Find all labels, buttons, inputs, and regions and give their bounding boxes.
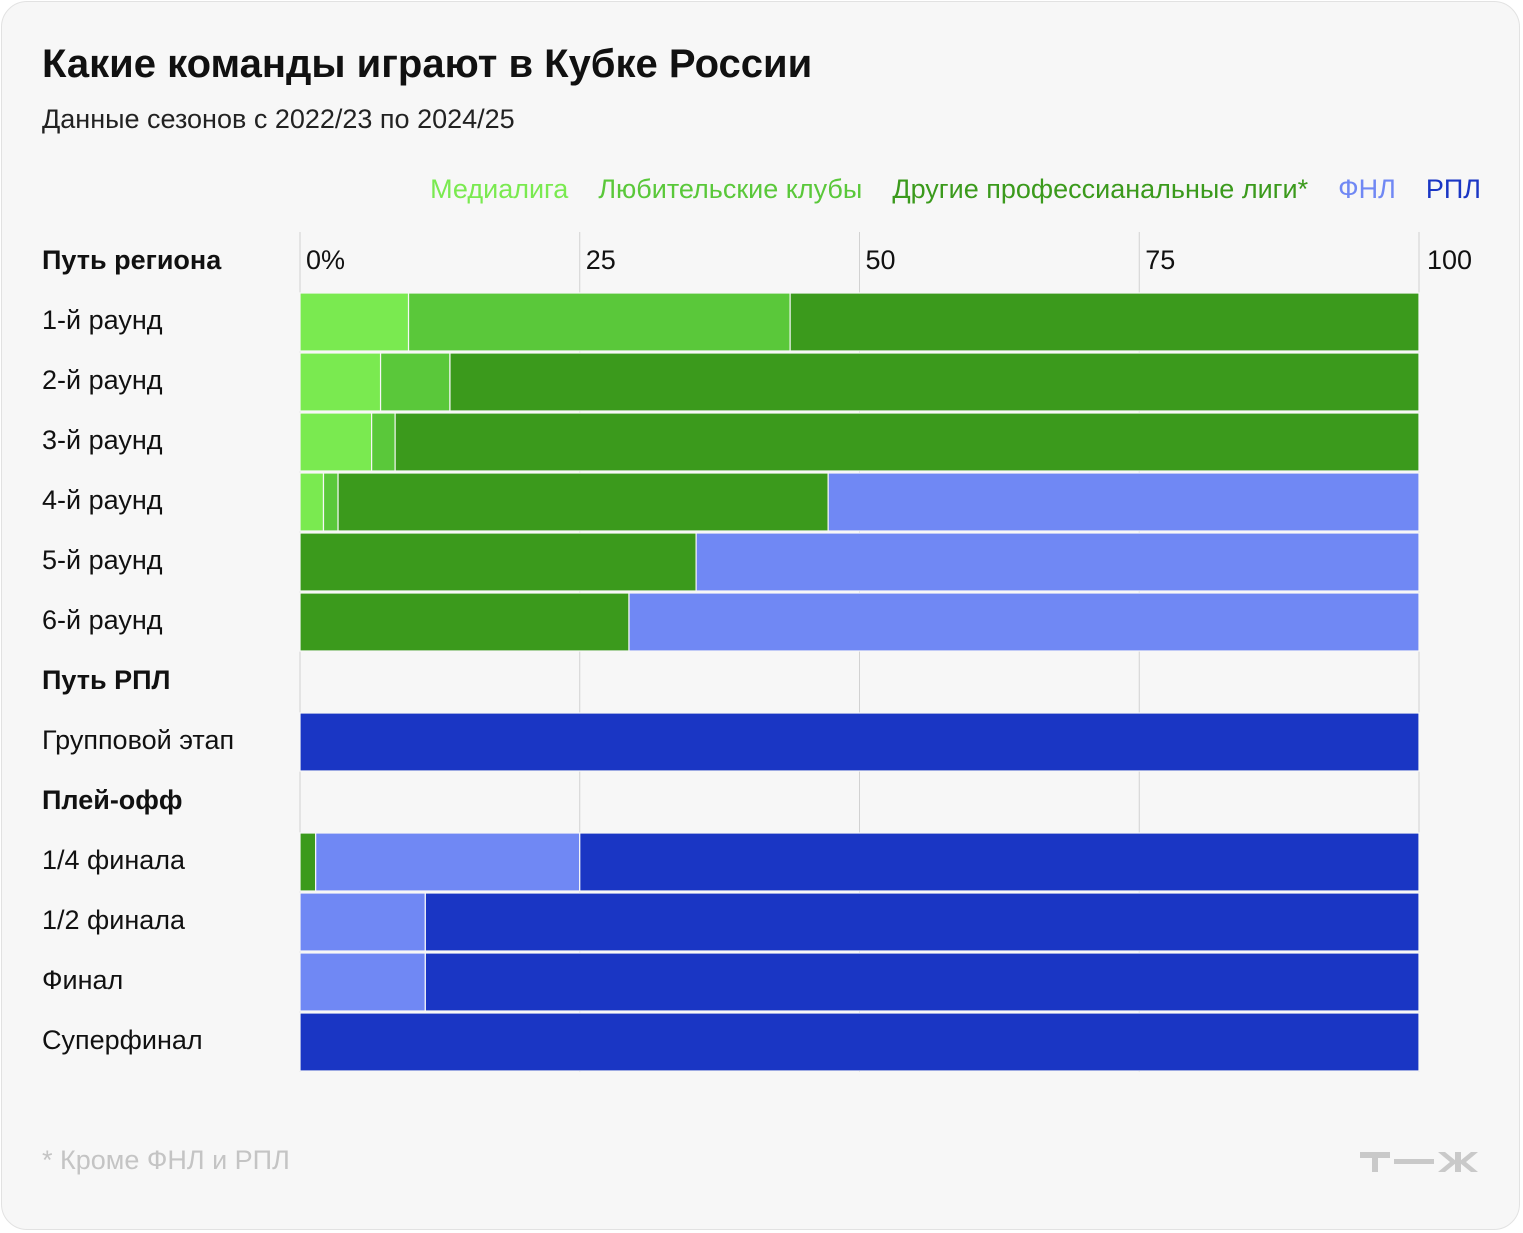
bar-segment-0-0-2 xyxy=(789,292,1420,352)
row-label: 6-й раунд xyxy=(42,605,163,635)
tick-label-0: 0% xyxy=(306,245,345,275)
group-label-1: Путь РПЛ xyxy=(42,665,170,695)
bar-segment-2-1-4 xyxy=(424,892,1420,952)
bar-segment-2-2-3 xyxy=(299,952,426,1012)
row-label: 2-й раунд xyxy=(42,365,163,395)
brand-logo xyxy=(1360,1150,1482,1179)
bar-segment-0-3-3 xyxy=(827,472,1420,532)
bar-segment-0-4-3 xyxy=(695,532,1420,592)
row-label: 3-й раунд xyxy=(42,425,163,455)
row-label: 5-й раунд xyxy=(42,545,163,575)
logo-mark xyxy=(1360,1152,1478,1172)
bar-segment-0-0-1 xyxy=(407,292,791,352)
bar-segment-2-1-3 xyxy=(299,892,426,952)
tick-label-1: 25 xyxy=(586,245,616,275)
bar-segment-2-0-4 xyxy=(579,832,1420,892)
legend-item-4: РПЛ xyxy=(1425,174,1481,204)
row-label: Финал xyxy=(42,965,123,995)
bar-segment-0-5-2 xyxy=(299,592,630,652)
bar-segment-0-2-2 xyxy=(394,412,1420,472)
legend-item-3: ФНЛ xyxy=(1338,174,1396,204)
footnote: * Кроме ФНЛ и РПЛ xyxy=(42,1145,290,1175)
chart-subtitle: Данные сезонов с 2022/23 по 2024/25 xyxy=(42,104,515,134)
bar-segment-2-3-4 xyxy=(299,1012,1420,1072)
group-label-2: Плей-офф xyxy=(42,785,183,815)
group-label-0: Путь региона xyxy=(42,245,222,275)
bar-segment-0-3-1 xyxy=(322,472,339,532)
bar-segment-0-2-1 xyxy=(371,412,396,472)
bar-segment-0-3-2 xyxy=(337,472,829,532)
row-label: Суперфинал xyxy=(42,1025,203,1055)
bar-segment-2-2-4 xyxy=(424,952,1420,1012)
bar-segment-1-0-4 xyxy=(299,712,1420,772)
bar-segment-0-2-0 xyxy=(299,412,373,472)
bar-segment-0-0-0 xyxy=(299,292,410,352)
bar-segment-0-1-1 xyxy=(379,352,451,412)
bar-segment-0-4-2 xyxy=(299,532,697,592)
chart-legend: Медиалига Любительские клубы Другие профес… xyxy=(430,174,1481,205)
legend-item-2: Другие профессианальные лиги* xyxy=(892,174,1309,204)
tick-label-4: 100 xyxy=(1427,245,1472,275)
bar-segment-2-0-3 xyxy=(315,832,581,892)
bar-segment-0-3-0 xyxy=(299,472,325,532)
row-label: Групповой этап xyxy=(42,725,234,755)
bar-segment-0-1-0 xyxy=(299,352,382,412)
row-label: 1/4 финала xyxy=(42,845,186,875)
legend-item-0: Медиалига xyxy=(430,174,569,204)
row-label: 1-й раунд xyxy=(42,305,163,335)
legend-item-1: Любительские клубы xyxy=(598,174,863,204)
chart-title: Какие команды играют в Кубке России xyxy=(42,42,813,86)
bar-segment-0-1-2 xyxy=(449,352,1420,412)
tick-label-2: 50 xyxy=(866,245,896,275)
bar-segment-2-0-2 xyxy=(299,832,317,892)
row-label: 4-й раунд xyxy=(42,485,163,515)
tick-label-3: 75 xyxy=(1145,245,1175,275)
row-label: 1/2 финала xyxy=(42,905,186,935)
bar-segment-0-5-3 xyxy=(628,592,1420,652)
